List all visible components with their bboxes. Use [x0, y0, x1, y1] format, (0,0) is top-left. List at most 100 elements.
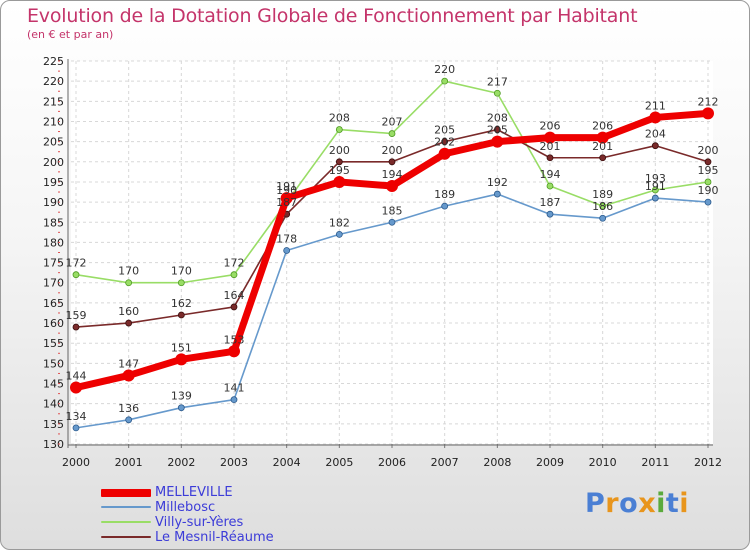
y-tick-label: 190: [43, 196, 64, 209]
data-label: 141: [224, 382, 245, 395]
data-point: [651, 186, 659, 194]
data-label: 204: [645, 128, 666, 141]
data-label: 206: [592, 120, 613, 133]
data-point: [228, 345, 240, 358]
proxiti-logo-letter: P: [585, 488, 606, 519]
legend-swatch-millebosc: [101, 506, 151, 508]
proxiti-logo-letter: x: [638, 488, 657, 519]
data-label: 201: [540, 140, 561, 153]
data-point: [491, 135, 504, 148]
data-point: [441, 77, 449, 85]
data-point: [493, 190, 501, 198]
data-label: 200: [329, 144, 350, 157]
data-label: 195: [698, 164, 719, 177]
proxiti-logo-letter: i: [679, 488, 690, 519]
y-tick-label: 150: [43, 357, 64, 370]
y-tick-label: 145: [43, 378, 64, 391]
data-label: 186: [592, 200, 613, 213]
y-tick-label: 225: [43, 55, 64, 68]
x-tick-label: 2000: [62, 456, 90, 469]
data-label: 172: [66, 257, 87, 270]
y-tick-label: 170: [43, 277, 64, 290]
data-point: [649, 111, 662, 124]
data-point: [441, 202, 449, 210]
data-point: [335, 230, 343, 238]
y-tick-label: 140: [43, 398, 64, 411]
legend-swatch-melleville: [101, 489, 151, 497]
data-label: 189: [434, 188, 455, 201]
data-point: [546, 182, 554, 190]
y-tick-label: 155: [43, 337, 64, 350]
data-point: [388, 218, 396, 226]
legend-item-le-mesnil-reaume: Le Mesnil-Réaume: [101, 530, 341, 545]
data-label: 164: [224, 289, 245, 302]
x-tick-label: 2004: [273, 456, 301, 469]
proxiti-logo-letter: o: [619, 488, 639, 519]
data-point: [72, 271, 80, 279]
data-point: [702, 107, 714, 120]
data-label: 172: [224, 257, 245, 270]
x-tick-label: 2007: [431, 456, 459, 469]
data-label: 147: [118, 357, 139, 370]
x-tick-label: 2001: [115, 456, 143, 469]
data-point: [493, 126, 501, 133]
x-tick-label: 2005: [325, 456, 353, 469]
data-point: [72, 424, 80, 432]
data-label: 200: [382, 144, 403, 157]
data-label: 187: [276, 196, 297, 209]
legend-item-villy-sur-yeres: Villy-sur-Yères: [101, 515, 341, 530]
data-point: [546, 154, 554, 162]
y-tick-label: 180: [43, 236, 64, 249]
proxiti-logo: Proxiti: [585, 488, 689, 519]
legend-label-villy-sur-yeres: Villy-sur-Yères: [155, 515, 244, 530]
y-tick-label: 200: [43, 156, 64, 169]
data-label: 220: [434, 63, 455, 76]
y-tick-label: 195: [43, 176, 64, 189]
data-label: 151: [171, 341, 192, 354]
data-point: [125, 319, 133, 327]
y-tick-label: 210: [43, 115, 64, 128]
data-point: [651, 194, 659, 202]
y-tick-label: 175: [43, 257, 64, 270]
data-point: [596, 131, 609, 144]
data-label: 191: [645, 180, 666, 193]
data-label: 134: [66, 410, 87, 423]
data-point: [599, 202, 607, 210]
data-point: [70, 381, 82, 394]
data-point: [493, 89, 501, 97]
x-tick-label: 2009: [536, 456, 564, 469]
data-label: 185: [382, 204, 403, 217]
data-point: [283, 247, 291, 254]
data-label: 191: [276, 180, 297, 193]
legend-item-millebosc: Millebosc: [101, 500, 341, 515]
data-point: [704, 198, 712, 206]
x-tick-label: 2008: [483, 456, 511, 469]
data-label: 202: [434, 136, 455, 149]
data-point: [230, 271, 238, 279]
data-label: 139: [171, 390, 192, 403]
legend-label-millebosc: Millebosc: [155, 500, 216, 515]
data-label: 205: [487, 124, 508, 137]
data-label: 159: [66, 309, 87, 322]
data-point: [230, 396, 238, 404]
data-point: [333, 175, 346, 188]
legend-label-le-mesnil-reaume: Le Mesnil-Réaume: [155, 530, 274, 545]
data-label: 160: [118, 305, 139, 318]
data-point: [175, 353, 188, 366]
data-label: 182: [329, 216, 350, 229]
y-tick-label: 130: [43, 438, 64, 451]
data-point: [388, 158, 396, 166]
data-point: [704, 178, 712, 186]
data-point: [177, 404, 185, 412]
data-label: 206: [540, 120, 561, 133]
legend: MELLEVILLE Millebosc Villy-sur-Yères Le …: [101, 485, 341, 545]
proxiti-logo-letter: r: [605, 488, 620, 519]
data-label: 170: [171, 265, 192, 278]
data-label: 208: [329, 112, 350, 125]
data-label: 187: [540, 196, 561, 209]
data-label: 193: [645, 172, 666, 185]
data-point: [544, 131, 556, 144]
data-label: 190: [698, 184, 719, 197]
data-point: [599, 214, 607, 222]
